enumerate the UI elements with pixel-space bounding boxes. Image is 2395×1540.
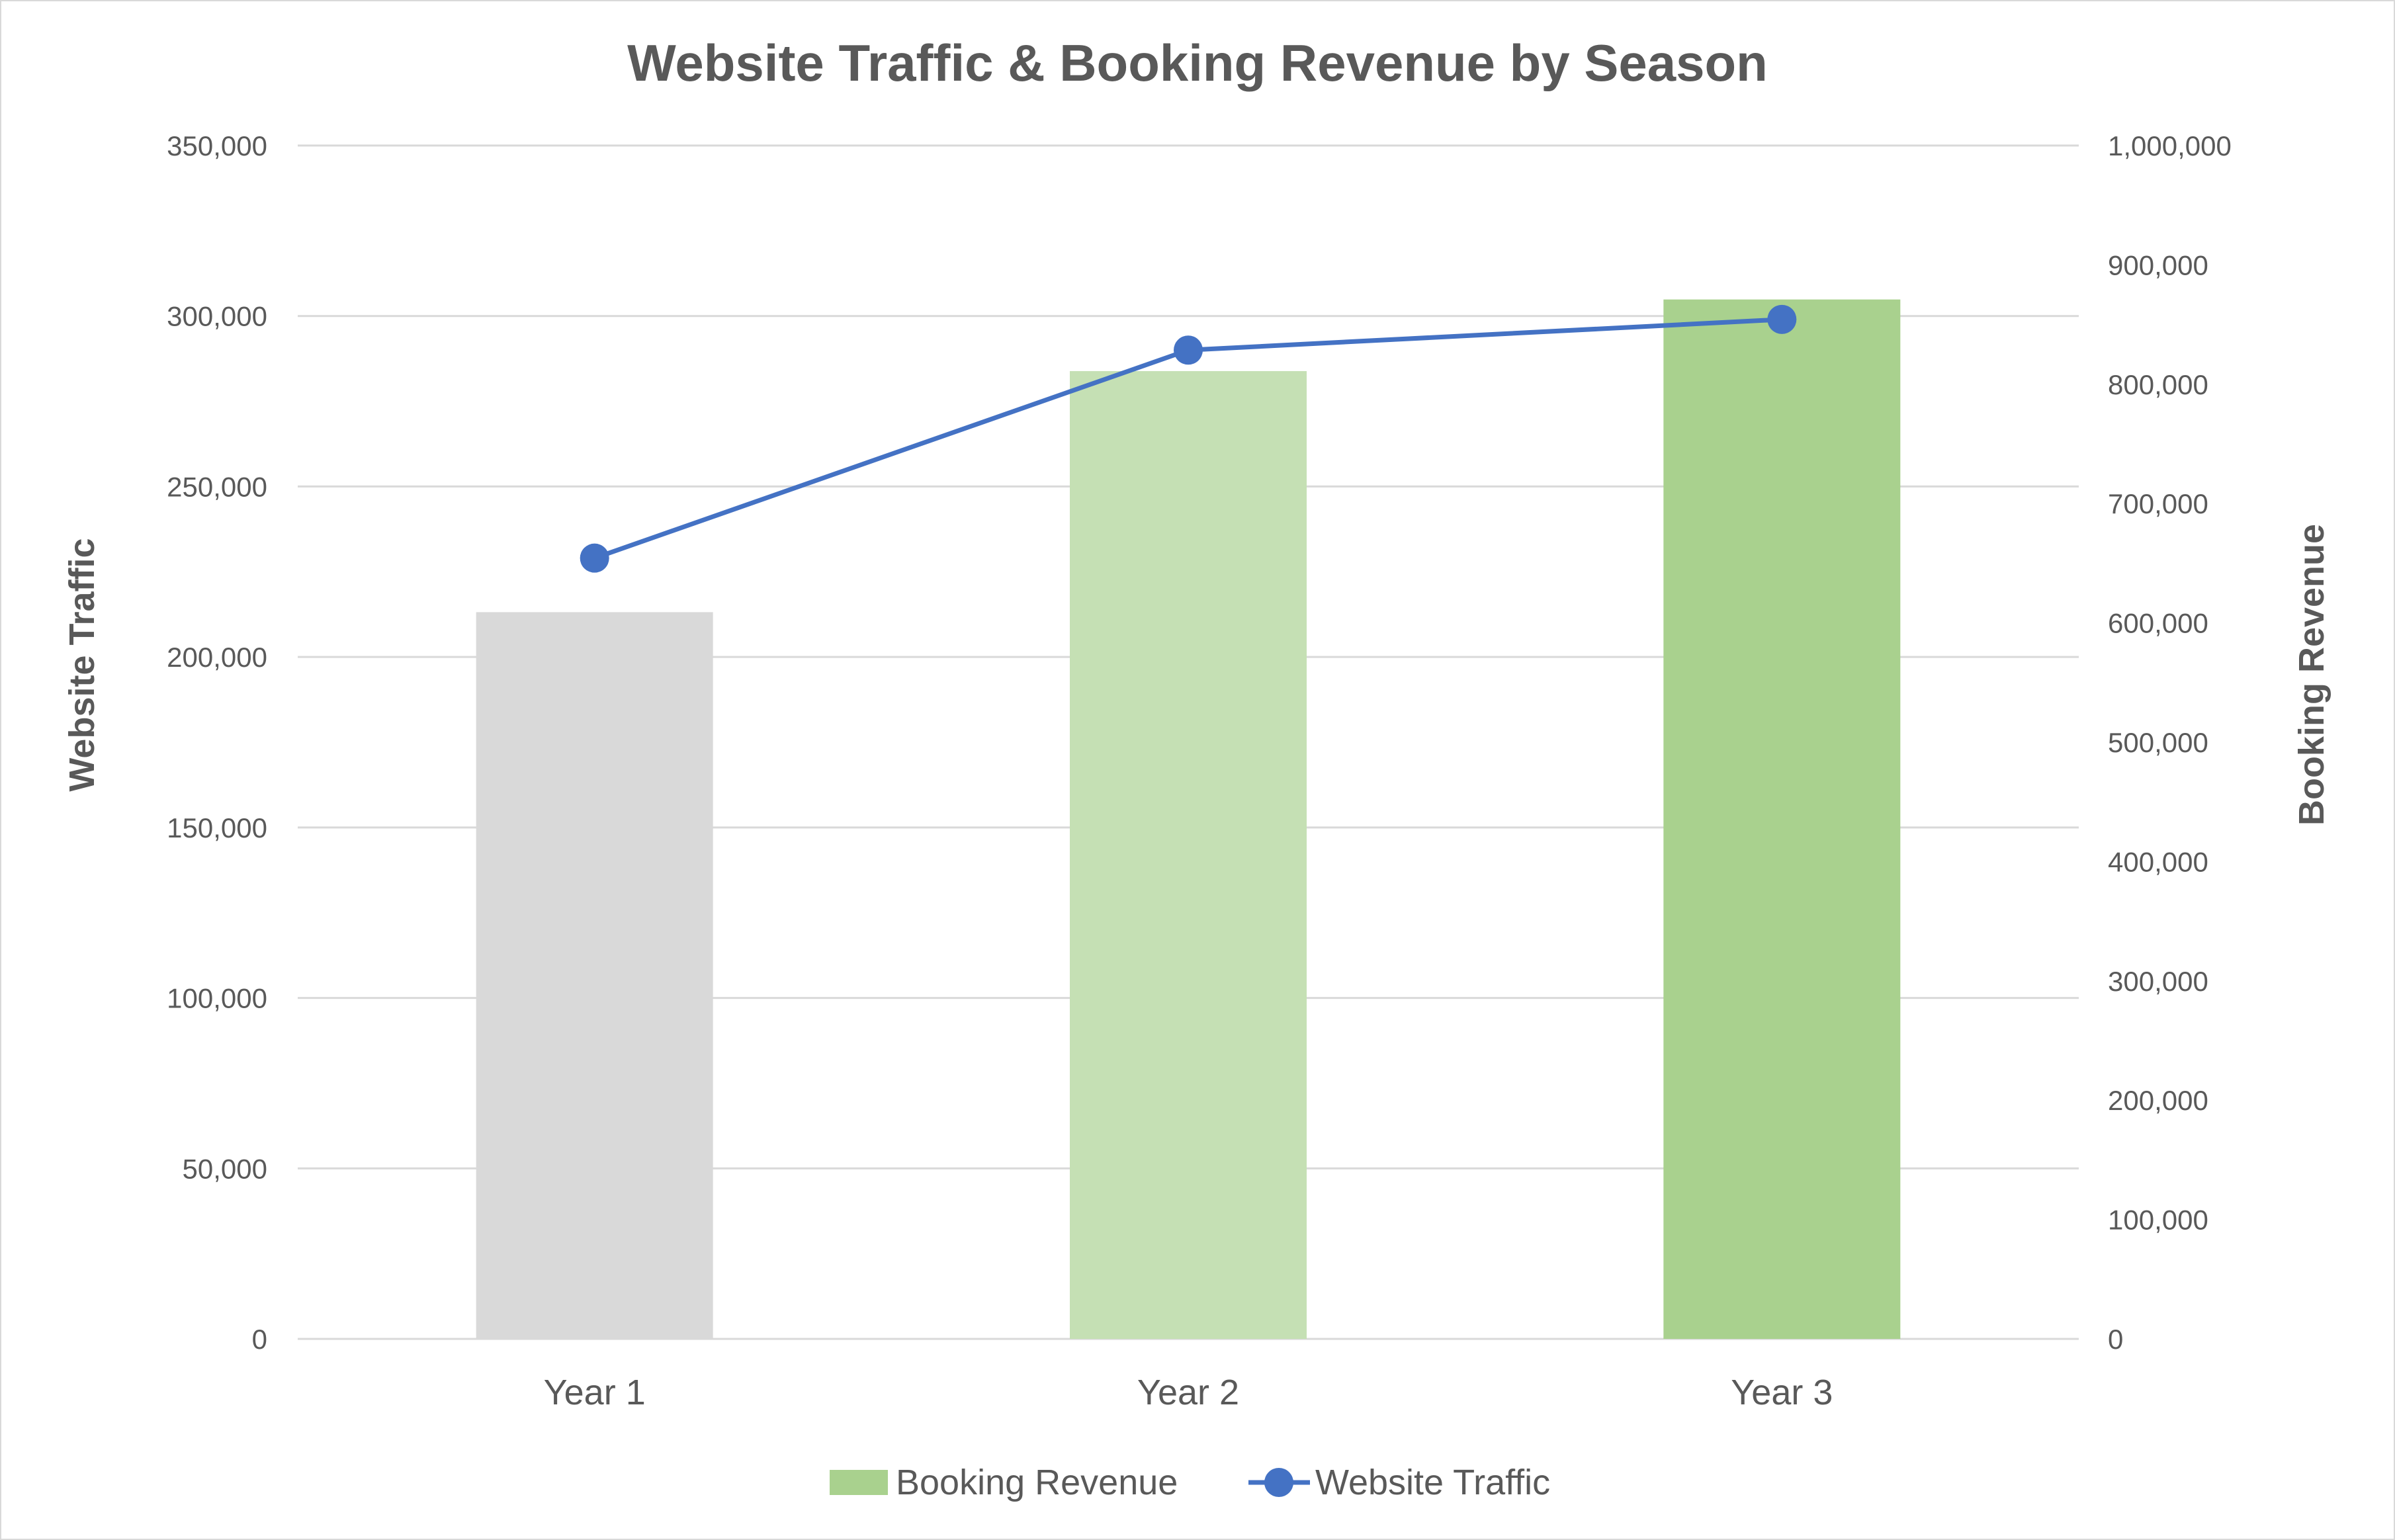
y2-tick-label: 400,000 — [2108, 846, 2208, 877]
bar-booking-revenue — [1663, 299, 1901, 1339]
y2-tick-label: 600,000 — [2108, 608, 2208, 639]
y2-tick-label: 500,000 — [2108, 727, 2208, 758]
x-tick-label: Year 2 — [1137, 1373, 1239, 1412]
legend-label-booking-revenue: Booking Revenue — [896, 1463, 1178, 1502]
y2-tick-label: 300,000 — [2108, 966, 2208, 997]
y2-tick-label: 700,000 — [2108, 488, 2208, 519]
point-website-traffic — [1174, 335, 1203, 365]
y2-tick-label: 1,000,000 — [2108, 130, 2232, 161]
y-tick-label: 100,000 — [167, 983, 267, 1014]
category-labels: Year 1 Year 2 Year 3 — [544, 1373, 1833, 1412]
y2-tick-label: 100,000 — [2108, 1205, 2208, 1236]
point-website-traffic — [580, 543, 609, 573]
y-tick-label: 0 — [252, 1324, 267, 1355]
y2-tick-label: 900,000 — [2108, 249, 2208, 280]
y2-tick-label: 0 — [2108, 1324, 2123, 1355]
x-tick-label: Year 1 — [544, 1373, 646, 1412]
bar-booking-revenue — [476, 612, 713, 1339]
y-tick-label: 50,000 — [183, 1153, 267, 1184]
x-tick-label: Year 3 — [1731, 1373, 1833, 1412]
legend-label-website-traffic: Website Traffic — [1315, 1463, 1550, 1502]
y-tick-label: 150,000 — [167, 812, 267, 843]
bar-series — [476, 299, 1901, 1339]
legend-marker-website-traffic — [1264, 1468, 1293, 1497]
bar-booking-revenue — [1070, 370, 1307, 1339]
y-tick-label: 200,000 — [167, 642, 267, 673]
legend-swatch-booking-revenue — [830, 1470, 888, 1495]
y2-axis-title: Booking Revenue — [2292, 524, 2331, 826]
y-tick-label: 350,000 — [167, 130, 267, 161]
point-website-traffic — [1767, 304, 1797, 334]
y-tick-label: 250,000 — [167, 471, 267, 502]
y-tick-label: 300,000 — [167, 301, 267, 332]
line-series — [580, 304, 1797, 573]
y2-tick-label: 200,000 — [2108, 1085, 2208, 1116]
y-axis-title: Website Traffic — [62, 538, 102, 791]
y2-tick-label: 800,000 — [2108, 369, 2208, 400]
legend: Booking Revenue Website Traffic — [830, 1463, 1550, 1502]
axis-ticks: 0 50,000 100,000 150,000 200,000 250,000 300,0… — [167, 130, 2232, 1355]
chart-title: Website Traffic & Booking Revenue by Sea… — [627, 34, 1768, 92]
